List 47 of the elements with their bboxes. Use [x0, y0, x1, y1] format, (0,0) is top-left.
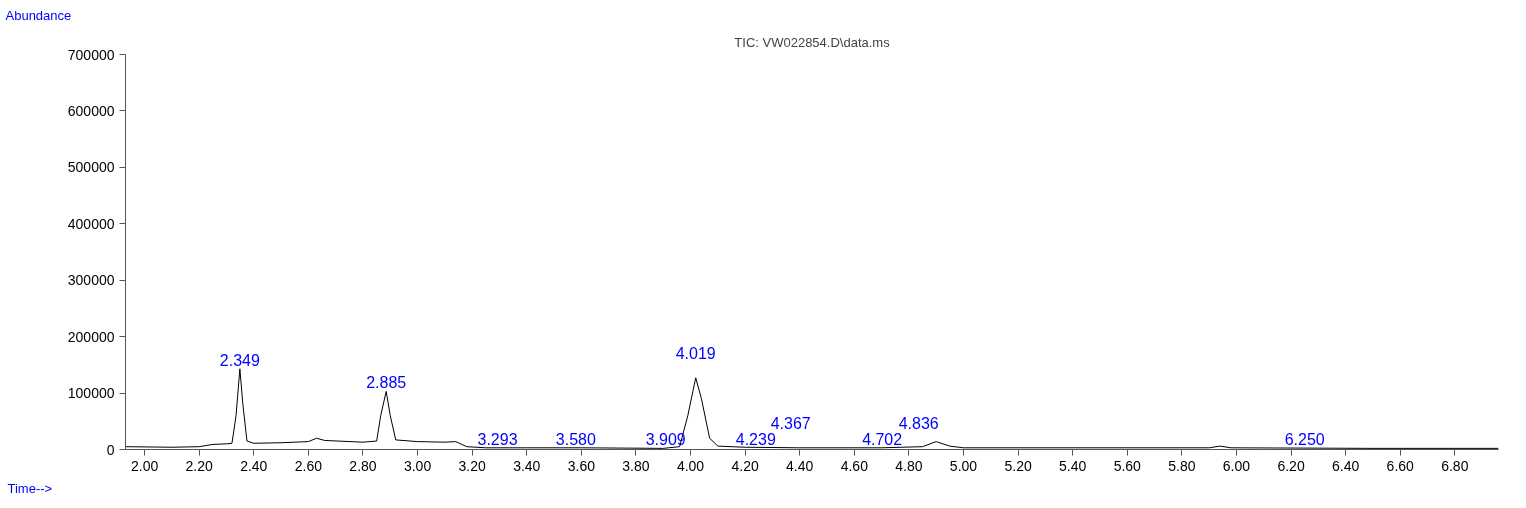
x-tick-label: 5.40	[1059, 457, 1087, 474]
x-tick-label: 4.40	[786, 457, 814, 474]
chart-title: TIC: VW022854.D\data.ms	[734, 34, 891, 50]
annotation: 4.019	[675, 344, 716, 362]
y-tick-label: 200000	[67, 328, 115, 345]
x-tick-label: 6.00	[1222, 457, 1251, 474]
x-tick-label: 6.20	[1277, 457, 1305, 474]
y-tick-label: 700000	[67, 46, 115, 63]
x-tick-label: 2.80	[349, 457, 377, 474]
annotation: 2.885	[366, 374, 407, 392]
y-tick-label: 600000	[67, 102, 115, 119]
x-tick-label: 2.60	[294, 457, 323, 474]
annotation: 3.909	[645, 431, 686, 449]
y-tick-label: 0	[106, 441, 115, 458]
x-tick-label: 4.20	[731, 457, 759, 474]
annotation: 3.293	[477, 431, 518, 449]
annotation: 4.702	[862, 431, 903, 449]
y-axis-title: Abundance	[5, 7, 72, 23]
x-tick-label: 6.60	[1386, 457, 1415, 474]
x-tick-label: 3.00	[403, 457, 432, 474]
x-axis-title: Time-->	[7, 480, 53, 496]
x-tick-label: 3.20	[458, 457, 486, 474]
annotation: 3.580	[555, 431, 597, 449]
x-tick-label: 4.60	[840, 457, 869, 474]
x-tick-label: 2.20	[185, 457, 214, 474]
x-tick-label: 4.80	[895, 457, 923, 474]
x-tick-label: 6.40	[1332, 457, 1360, 474]
y-tick-label: 100000	[67, 385, 115, 402]
x-tick-label: 5.60	[1113, 457, 1142, 474]
annotation: 4.836	[898, 415, 939, 433]
y-tick-label: 400000	[67, 215, 115, 232]
y-tick-label: 500000	[67, 159, 115, 176]
x-tick-label: 5.80	[1168, 457, 1196, 474]
x-tick-label: 5.00	[949, 457, 978, 474]
annotation: 4.239	[735, 431, 776, 449]
x-tick-label: 3.80	[622, 457, 650, 474]
annotation: 6.250	[1284, 431, 1325, 449]
annotation: 2.349	[219, 351, 260, 369]
annotation: 4.367	[770, 415, 811, 433]
x-tick-label: 3.60	[567, 457, 596, 474]
x-tick-label: 2.40	[240, 457, 268, 474]
x-tick-label: 6.80	[1441, 457, 1469, 474]
y-tick-label: 300000	[67, 272, 115, 289]
x-tick-label: 2.00	[130, 457, 159, 474]
x-tick-label: 4.00	[676, 457, 705, 474]
x-tick-label: 5.20	[1004, 457, 1032, 474]
x-tick-label: 3.40	[513, 457, 541, 474]
